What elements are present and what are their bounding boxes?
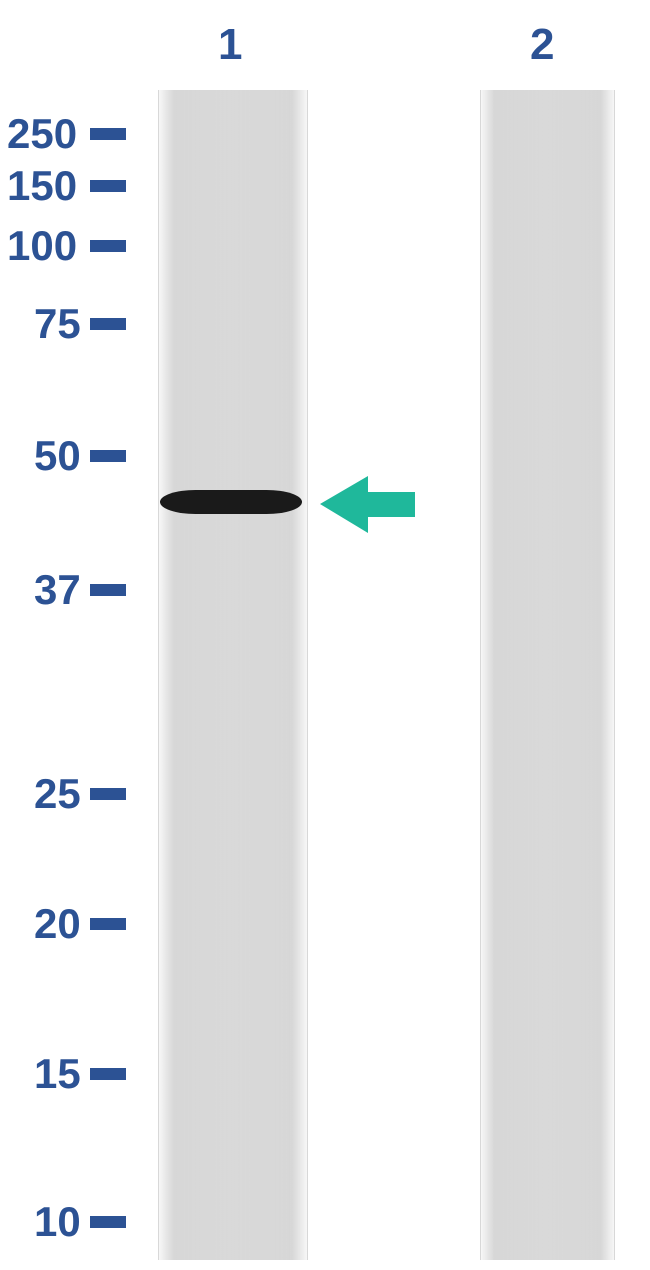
mw-tick-37 <box>90 584 126 596</box>
lane-2 <box>480 90 615 1260</box>
mw-tick-250 <box>90 128 126 140</box>
lane-label-2: 2 <box>530 20 554 70</box>
mw-tick-50 <box>90 450 126 462</box>
mw-label-20: 20 <box>34 900 81 948</box>
mw-label-150: 150 <box>7 162 77 210</box>
mw-label-37: 37 <box>34 566 81 614</box>
band-indicator-arrow-icon <box>320 472 415 537</box>
mw-tick-15 <box>90 1068 126 1080</box>
mw-tick-25 <box>90 788 126 800</box>
protein-band-lane1 <box>160 490 302 514</box>
mw-label-25: 25 <box>34 770 81 818</box>
lane-label-1: 1 <box>218 20 242 70</box>
western-blot-container: 1 2 250 150 100 75 50 37 25 20 15 10 <box>0 0 650 1270</box>
mw-tick-10 <box>90 1216 126 1228</box>
mw-tick-75 <box>90 318 126 330</box>
mw-label-75: 75 <box>34 300 81 348</box>
mw-tick-100 <box>90 240 126 252</box>
mw-label-15: 15 <box>34 1050 81 1098</box>
mw-tick-150 <box>90 180 126 192</box>
mw-label-50: 50 <box>34 432 81 480</box>
mw-tick-20 <box>90 918 126 930</box>
lane-1 <box>158 90 308 1260</box>
mw-label-100: 100 <box>7 222 77 270</box>
mw-label-250: 250 <box>7 110 77 158</box>
mw-label-10: 10 <box>34 1198 81 1246</box>
